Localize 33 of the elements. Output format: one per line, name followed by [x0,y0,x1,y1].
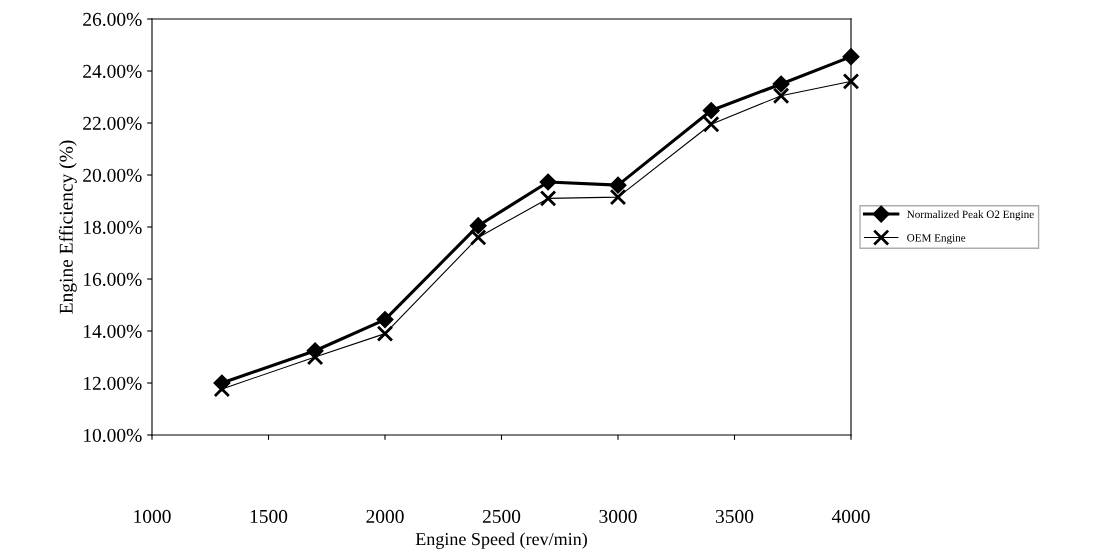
x-tick-label: 4000 [831,509,870,523]
y-tick-label: 12.00% [84,376,142,391]
point [772,75,790,93]
point [539,173,557,191]
point [772,87,790,105]
y-tick-label: 18.00% [84,220,142,235]
y-tick-label: 22.00% [83,116,142,131]
y-tick-label: 14.00% [84,324,142,339]
point [469,217,487,235]
x-tick-label: 2000 [366,509,404,523]
x-tick-label: 3500 [715,509,754,523]
x-tick-label: 2500 [482,509,521,523]
point [609,188,627,206]
legend-label: OEM Engine [907,234,966,244]
point [702,101,720,120]
y-tick-label: 16.00% [84,272,142,287]
x-axis-title: Engine Speed (rev/min) [415,532,587,549]
point [609,176,627,194]
point [376,325,394,342]
point [376,311,394,329]
legend-label: Normalized Peak O2 Engine [907,210,1034,221]
point [539,190,557,207]
x-tick-label: 1000 [134,509,171,523]
y-tick-label: 24.00% [83,64,142,79]
y-tick-label: 20.00% [83,168,142,183]
point [842,73,860,90]
y-tick-label: 26.00% [83,12,142,27]
point [702,115,720,133]
x-tick-label: 1500 [250,509,288,523]
x-tick-label: 3000 [599,509,637,523]
y-axis-title: Engine Efficiency (%) [58,140,77,314]
y-tick-label: 10.00% [84,428,142,443]
point [469,229,487,246]
